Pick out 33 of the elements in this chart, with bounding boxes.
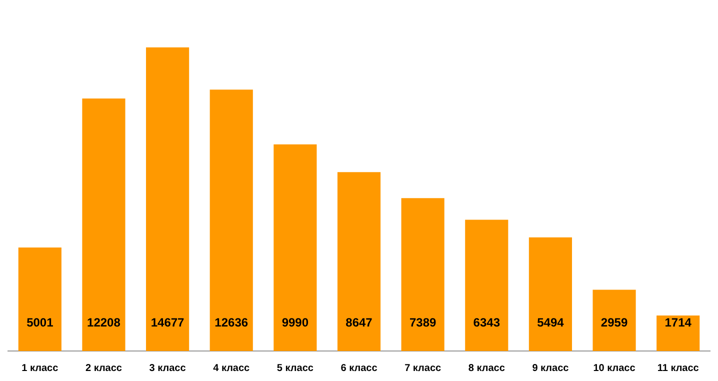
data-label: 2959 bbox=[600, 315, 628, 330]
x-tick-label: 3 класс bbox=[149, 362, 186, 374]
bar bbox=[274, 144, 317, 351]
data-label: 1714 bbox=[664, 315, 692, 330]
data-label: 9990 bbox=[282, 315, 309, 330]
data-label: 12636 bbox=[214, 315, 248, 330]
bar bbox=[592, 290, 636, 351]
x-tick-label: 9 класс bbox=[532, 362, 570, 374]
x-tick-label: 11 класс bbox=[657, 362, 700, 374]
x-tick-label: 10 класс bbox=[593, 362, 636, 374]
data-label: 8647 bbox=[346, 315, 373, 330]
bar bbox=[146, 47, 190, 351]
data-label: 6343 bbox=[473, 315, 500, 330]
x-tick-label: 8 класс bbox=[468, 362, 506, 374]
x-tick-label: 4 класс bbox=[213, 362, 250, 374]
bar bbox=[401, 198, 444, 351]
data-label: 14677 bbox=[150, 315, 185, 330]
bar bbox=[337, 172, 381, 351]
bar bbox=[210, 90, 253, 351]
x-tick-label: 5 класс bbox=[276, 362, 314, 374]
bar bbox=[656, 316, 700, 351]
data-label: 7389 bbox=[409, 315, 436, 330]
data-label: 5001 bbox=[26, 315, 54, 330]
x-tick-label: 7 класс bbox=[404, 362, 442, 374]
bar bbox=[528, 237, 572, 351]
x-tick-label: 1 класс bbox=[22, 362, 59, 374]
bar bbox=[18, 248, 62, 351]
x-tick-label: 2 класс bbox=[85, 362, 122, 374]
x-tick-label: 6 класс bbox=[340, 362, 378, 374]
bar bbox=[82, 98, 126, 351]
data-label: 5494 bbox=[537, 315, 564, 330]
bar bbox=[465, 220, 508, 351]
data-label: 12208 bbox=[87, 315, 121, 330]
